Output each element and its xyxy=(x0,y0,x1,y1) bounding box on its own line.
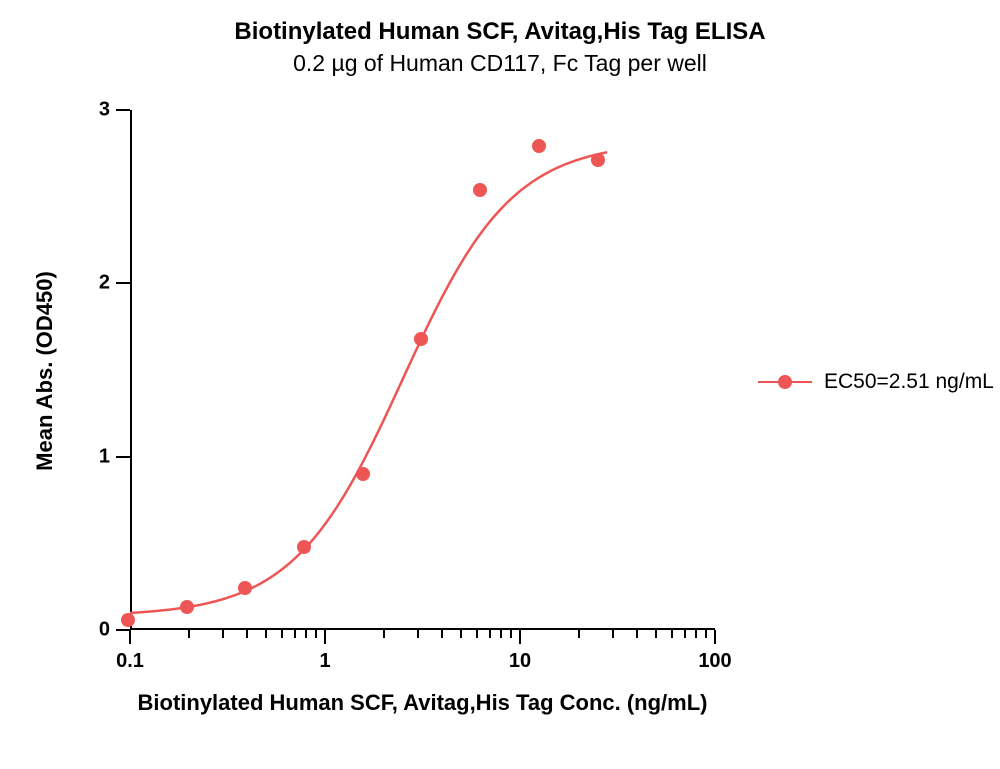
elisa-chart: Biotinylated Human SCF, Avitag,His Tag E… xyxy=(0,0,1000,769)
x-tick-label: 0.1 xyxy=(116,650,144,673)
x-axis-label: Biotinylated Human SCF, Avitag,His Tag C… xyxy=(130,690,715,716)
chart-subtitle: 0.2 µg of Human CD117, Fc Tag per well xyxy=(0,50,1000,77)
data-point xyxy=(180,600,194,614)
x-minor-tick xyxy=(655,630,657,638)
chart-title: Biotinylated Human SCF, Avitag,His Tag E… xyxy=(0,18,1000,46)
data-point xyxy=(297,540,311,554)
x-minor-tick xyxy=(222,630,224,638)
legend-marker-icon xyxy=(778,375,792,389)
legend: EC50=2.51 ng/mL xyxy=(758,370,994,394)
x-minor-tick xyxy=(476,630,478,638)
x-major-tick xyxy=(324,630,326,644)
x-minor-tick xyxy=(441,630,443,638)
x-minor-tick xyxy=(315,630,317,638)
x-minor-tick xyxy=(695,630,697,638)
x-major-tick xyxy=(519,630,521,644)
x-major-tick xyxy=(129,630,131,644)
x-minor-tick xyxy=(489,630,491,638)
x-minor-tick xyxy=(281,630,283,638)
x-minor-tick xyxy=(684,630,686,638)
data-point xyxy=(591,153,605,167)
x-minor-tick xyxy=(671,630,673,638)
y-major-tick xyxy=(116,629,130,631)
y-major-tick xyxy=(116,282,130,284)
legend-line-icon xyxy=(758,381,812,384)
x-tick-label: 10 xyxy=(509,650,531,673)
x-minor-tick xyxy=(578,630,580,638)
data-point xyxy=(356,467,370,481)
y-axis-label: Mean Abs. (OD450) xyxy=(32,111,58,631)
y-tick-label: 3 xyxy=(70,99,110,122)
x-minor-tick xyxy=(383,630,385,638)
x-tick-label: 100 xyxy=(698,650,731,673)
plot-area xyxy=(130,110,715,630)
x-major-tick xyxy=(714,630,716,644)
data-point xyxy=(532,139,546,153)
y-tick-label: 1 xyxy=(70,445,110,468)
x-minor-tick xyxy=(500,630,502,638)
x-minor-tick xyxy=(510,630,512,638)
x-minor-tick xyxy=(417,630,419,638)
title-block: Biotinylated Human SCF, Avitag,His Tag E… xyxy=(0,18,1000,77)
y-major-tick xyxy=(116,109,130,111)
x-minor-tick xyxy=(265,630,267,638)
legend-text: EC50=2.51 ng/mL xyxy=(824,370,994,394)
x-tick-label: 1 xyxy=(319,650,330,673)
x-minor-tick xyxy=(188,630,190,638)
x-minor-tick xyxy=(705,630,707,638)
x-minor-tick xyxy=(636,630,638,638)
x-minor-tick xyxy=(294,630,296,638)
data-point xyxy=(473,183,487,197)
y-tick-label: 0 xyxy=(70,619,110,642)
x-minor-tick xyxy=(460,630,462,638)
data-point xyxy=(121,613,135,627)
x-minor-tick xyxy=(305,630,307,638)
data-point xyxy=(238,581,252,595)
y-tick-label: 2 xyxy=(70,272,110,295)
y-major-tick xyxy=(116,456,130,458)
x-minor-tick xyxy=(612,630,614,638)
x-minor-tick xyxy=(246,630,248,638)
data-point xyxy=(414,332,428,346)
